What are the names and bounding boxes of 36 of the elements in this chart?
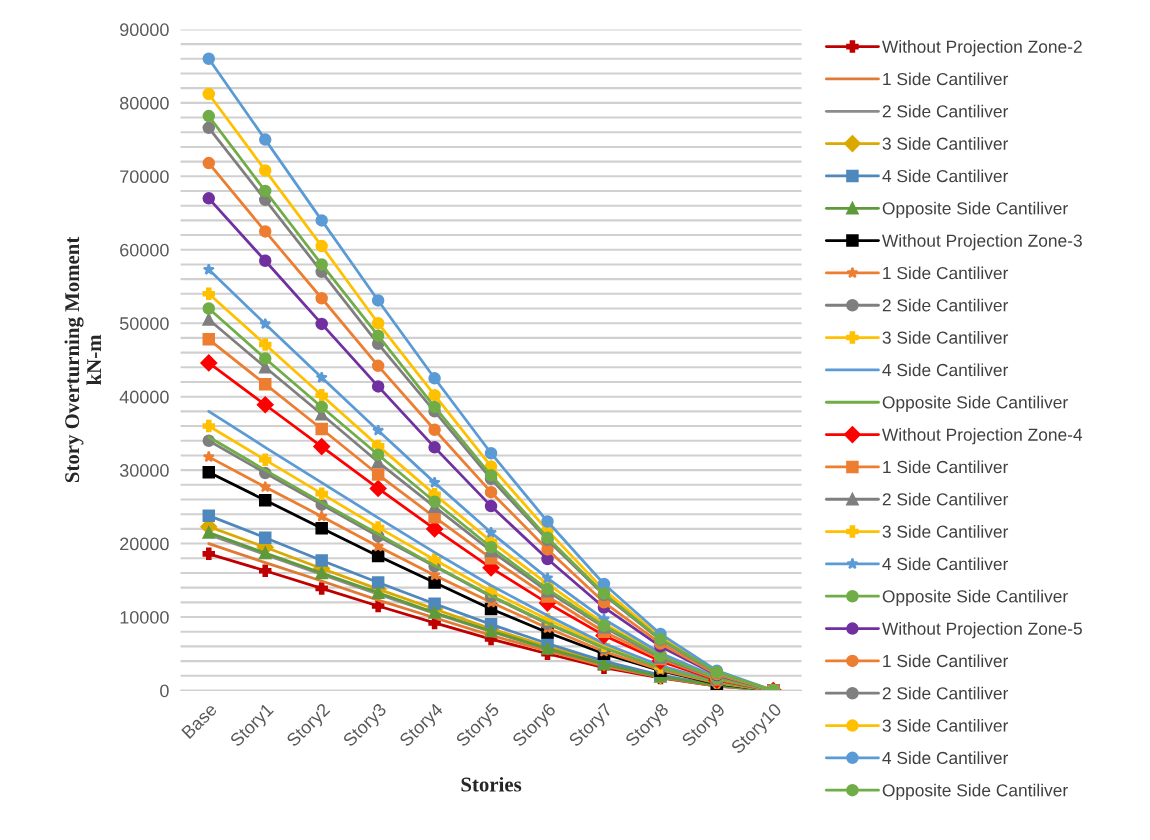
legend-label: Without Projection Zone-3	[882, 234, 1082, 251]
legend-label: 1 Side Cantiliver	[883, 72, 1009, 86]
legend-label: 4 Side Cantiliver	[882, 363, 1009, 377]
y-tick-label: 90000	[120, 23, 169, 37]
legend-label: 3 Side Cantiliver	[882, 331, 1009, 344]
legend-label: 3 Side Cantiliver	[882, 719, 1009, 732]
y-tick-label: 70000	[120, 170, 169, 184]
legend-label: Without Projection Zone-2	[882, 40, 1082, 57]
y-tick-label: 50000	[119, 317, 169, 330]
legend-label: 4 Side Cantiliver	[882, 751, 1009, 765]
legend-label: 4 Side Cantiliver	[882, 169, 1009, 183]
legend-label: Opposite Side Cantiliver	[882, 201, 1068, 218]
legend-label: 1 Side Cantiliver	[883, 266, 1009, 280]
legend-label: Without Projection Zone-5	[882, 622, 1082, 639]
legend-label: 2 Side Cantiliver	[882, 104, 1009, 118]
y-tick-label: 10000	[120, 610, 169, 624]
legend-label: 1 Side Cantiliver	[883, 654, 1009, 668]
legend-label: 2 Side Cantiliver	[882, 492, 1009, 506]
legend-label: Opposite Side Cantiliver	[882, 783, 1068, 800]
y-axis-title: Story Overturning Moment kN-m	[64, 236, 101, 483]
y-tick-label: 0	[160, 684, 169, 698]
y-tick-label: 30000	[119, 464, 169, 477]
legend-label: 2 Side Cantiliver	[882, 298, 1009, 312]
legend-label: Without Projection Zone-4	[882, 428, 1083, 445]
y-tick-label: 80000	[120, 96, 169, 110]
y-tick-label: 60000	[120, 243, 169, 257]
y-tick-label: 40000	[119, 390, 169, 404]
legend-label: 4 Side Cantiliver	[882, 557, 1009, 571]
legend-label: Opposite Side Cantiliver	[882, 395, 1068, 412]
legend-label: 2 Side Cantiliver	[882, 686, 1009, 700]
legend-label: 1 Side Cantiliver	[883, 460, 1009, 474]
x-axis-title: Stories	[461, 776, 522, 792]
legend-label: 3 Side Cantiliver	[882, 137, 1009, 150]
y-tick-label: 20000	[120, 537, 169, 551]
legend-label: 3 Side Cantiliver	[882, 525, 1009, 538]
legend-label: Opposite Side Cantiliver	[882, 589, 1068, 606]
